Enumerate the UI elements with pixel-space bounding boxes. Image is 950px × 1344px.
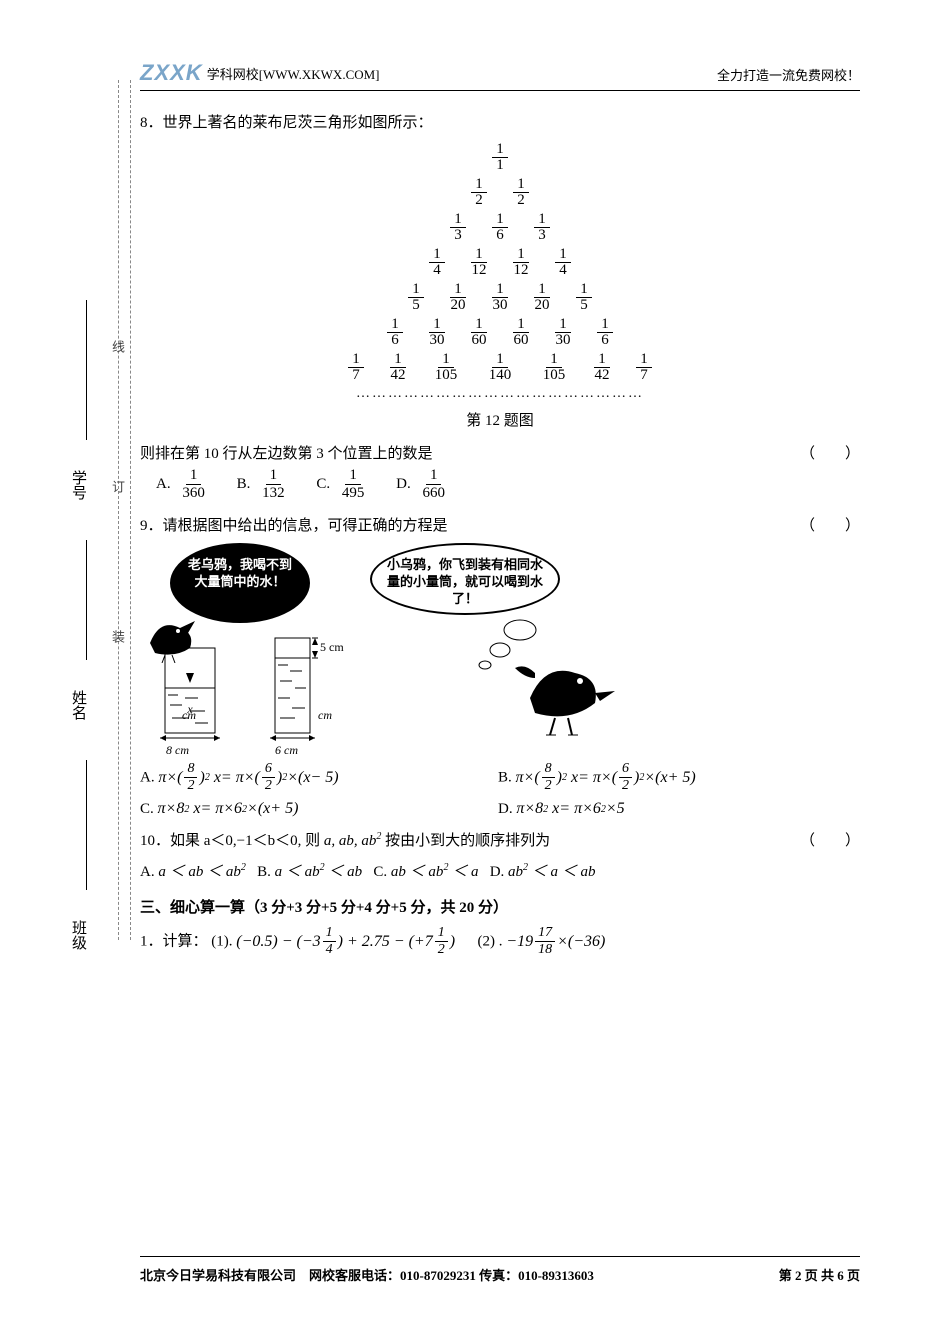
- calc-q1: 1．计算： (1). (−0.5) − (−314) + 2.75 − (+71…: [140, 925, 860, 958]
- label-6cm: 6 cm: [275, 743, 298, 758]
- q9-c-label: C.: [140, 801, 154, 817]
- calc-p1: (−0.5) − (−314) + 2.75 − (+712): [236, 925, 455, 958]
- logo-mark: ZXXK: [140, 60, 203, 86]
- binding-line-2: [130, 80, 131, 940]
- footer-left: 北京今日学易科技有限公司 网校客服电话：010-87029231 传真：010-…: [140, 1265, 594, 1284]
- triangle-frac: 142: [381, 352, 415, 383]
- triangle-frac: 16: [588, 317, 622, 348]
- triangle-frac: 120: [441, 282, 475, 313]
- triangle-frac: 15: [399, 282, 433, 313]
- margin-line-2: [86, 540, 87, 660]
- triangle-frac: 120: [525, 282, 559, 313]
- q10-stem: 10．如果 a＜0,−1＜b＜0, 则 a, ab, ab2 按由小到大的顺序排…: [140, 828, 550, 855]
- q10-opt-c[interactable]: C. ab ＜ ab2 ＜ a: [373, 864, 478, 880]
- triangle-frac: 17: [627, 352, 661, 383]
- q8-opt-d[interactable]: D.1660: [396, 467, 451, 502]
- q9-opt-b[interactable]: B. π×(82)2 x = π×(62)2 ×(x + 5): [498, 761, 696, 794]
- q8-stem-text: 则排在第 10 行从左边数第 3 个位置上的数是: [140, 442, 433, 463]
- triangle-frac: 130: [483, 282, 517, 313]
- triangle-frac: 1105: [531, 352, 577, 383]
- binding-label-ding: 订: [108, 480, 127, 493]
- q9-a-label: A.: [140, 770, 155, 786]
- crow-figure: 老乌鸦，我喝不到大量筒中的水！ 小乌鸦，你飞到装有相同水量的小量筒，就可以喝到水…: [140, 543, 860, 753]
- binding-line-1: [118, 80, 119, 940]
- q10: 10．如果 a＜0,−1＜b＜0, 则 a, ab, ab2 按由小到大的顺序排…: [140, 828, 860, 886]
- q8-options: A.1360 B.1132 C.1495 D.1660: [156, 467, 860, 502]
- triangle-frac: 12: [504, 177, 538, 208]
- slogan: 全力打造一流免费网校！: [717, 65, 860, 84]
- q8-opt-c[interactable]: C.1495: [316, 467, 370, 502]
- calc-p1-label: (1).: [211, 934, 232, 950]
- triangle-frac: 112: [504, 247, 538, 278]
- margin-xingming: 姓名: [68, 690, 89, 720]
- section-3-title: 三、细心算一算（3 分+3 分+5 分+4 分+5 分，共 20 分）: [140, 896, 860, 917]
- q10-opt-b[interactable]: B. a ＜ ab2 ＜ ab: [257, 864, 362, 880]
- binding-label-zhuang: 装: [108, 630, 127, 643]
- triangle-frac: 16: [483, 212, 517, 243]
- footer-right: 第 2 页 共 6 页: [779, 1265, 860, 1284]
- triangle-frac: 16: [378, 317, 412, 348]
- page-header: ZXXK 学科网校[WWW.XKWX.COM] 全力打造一流免费网校！: [140, 60, 860, 91]
- margin-line-1: [86, 300, 87, 440]
- leibniz-triangle: 11 12 12 13 16 13 14 112 112 14 15 120 130 120 15 16 130…: [140, 142, 860, 383]
- q9-opt-c[interactable]: C. π×82 x = π×62 ×(x + 5): [140, 800, 480, 818]
- triangle-frac: 112: [462, 247, 496, 278]
- label-cm-2: cm: [318, 708, 332, 723]
- triangle-dots: ………………………………………………: [140, 387, 860, 401]
- calc-p2-label: (2) .: [478, 934, 503, 950]
- q10-opt-d[interactable]: D. ab2 ＜ a ＜ ab: [490, 864, 596, 880]
- triangle-frac: 14: [546, 247, 580, 278]
- binding-label-xian: 线: [108, 340, 127, 353]
- q9-options: A. π×(82)2 x = π×(62)2 ×(x − 5) B. π×(82…: [140, 761, 860, 818]
- q9-stem-text: 9．请根据图中给出的信息，可得正确的方程是: [140, 514, 448, 535]
- q9-stem: 9．请根据图中给出的信息，可得正确的方程是 （ ）: [140, 514, 860, 535]
- triangle-frac: 12: [462, 177, 496, 208]
- triangle-frac: 13: [525, 212, 559, 243]
- triangle-frac: 13: [441, 212, 475, 243]
- label-5cm: 5 cm: [320, 640, 344, 655]
- triangle-frac: 1105: [423, 352, 469, 383]
- triangle-frac: 142: [585, 352, 619, 383]
- q9-d-label: D.: [498, 801, 513, 817]
- margin-banji: 班级: [68, 920, 89, 950]
- q9-opt-a[interactable]: A. π×(82)2 x = π×(62)2 ×(x − 5): [140, 761, 480, 794]
- triangle-frac: 15: [567, 282, 601, 313]
- calc-p2: −191718×(−36): [506, 925, 605, 958]
- q10-paren: （ ）: [800, 828, 860, 855]
- label-8cm: 8 cm: [166, 743, 189, 758]
- triangle-frac: 130: [420, 317, 454, 348]
- small-crow-icon: [510, 643, 620, 743]
- q8-opt-b[interactable]: B.1132: [237, 467, 291, 502]
- q8-paren: （ ）: [800, 442, 860, 463]
- large-cylinder: x: [150, 643, 230, 753]
- margin-xuehao: 学号: [68, 470, 89, 500]
- triangle-frac: 160: [462, 317, 496, 348]
- q10-options: A. a ＜ ab ＜ ab2 B. a ＜ ab2 ＜ ab C. ab ＜ …: [140, 859, 860, 886]
- q8-opt-a[interactable]: A.1360: [156, 467, 211, 502]
- triangle-frac: 17: [339, 352, 373, 383]
- fig-label: 第 12 题图: [140, 409, 860, 430]
- margin-line-3: [86, 760, 87, 890]
- page-footer: 北京今日学易科技有限公司 网校客服电话：010-87029231 传真：010-…: [140, 1256, 860, 1284]
- calc-label: 1．计算：: [140, 934, 208, 950]
- site-name: 学科网校[WWW.XKWX.COM]: [207, 64, 380, 83]
- logo: ZXXK 学科网校[WWW.XKWX.COM]: [140, 60, 380, 86]
- q8-stem: 则排在第 10 行从左边数第 3 个位置上的数是 （ ）: [140, 442, 860, 463]
- triangle-frac: 160: [504, 317, 538, 348]
- triangle-frac: 14: [420, 247, 454, 278]
- q8-text: 8．世界上著名的莱布尼茨三角形如图所示：: [140, 111, 860, 132]
- speech-bubble-2: 小乌鸦，你飞到装有相同水量的小量筒，就可以喝到水了！: [370, 543, 560, 615]
- triangle-frac: 130: [546, 317, 580, 348]
- triangle-frac: 11: [483, 142, 517, 173]
- q9-b-label: B.: [498, 770, 512, 786]
- triangle-frac: 1140: [477, 352, 523, 383]
- q9-opt-d[interactable]: D. π×82 x = π×62 ×5: [498, 800, 625, 818]
- q9-paren: （ ）: [800, 514, 860, 535]
- q10-opt-a[interactable]: A. a ＜ ab ＜ ab2: [140, 864, 246, 880]
- label-cm-1: cm: [182, 708, 196, 723]
